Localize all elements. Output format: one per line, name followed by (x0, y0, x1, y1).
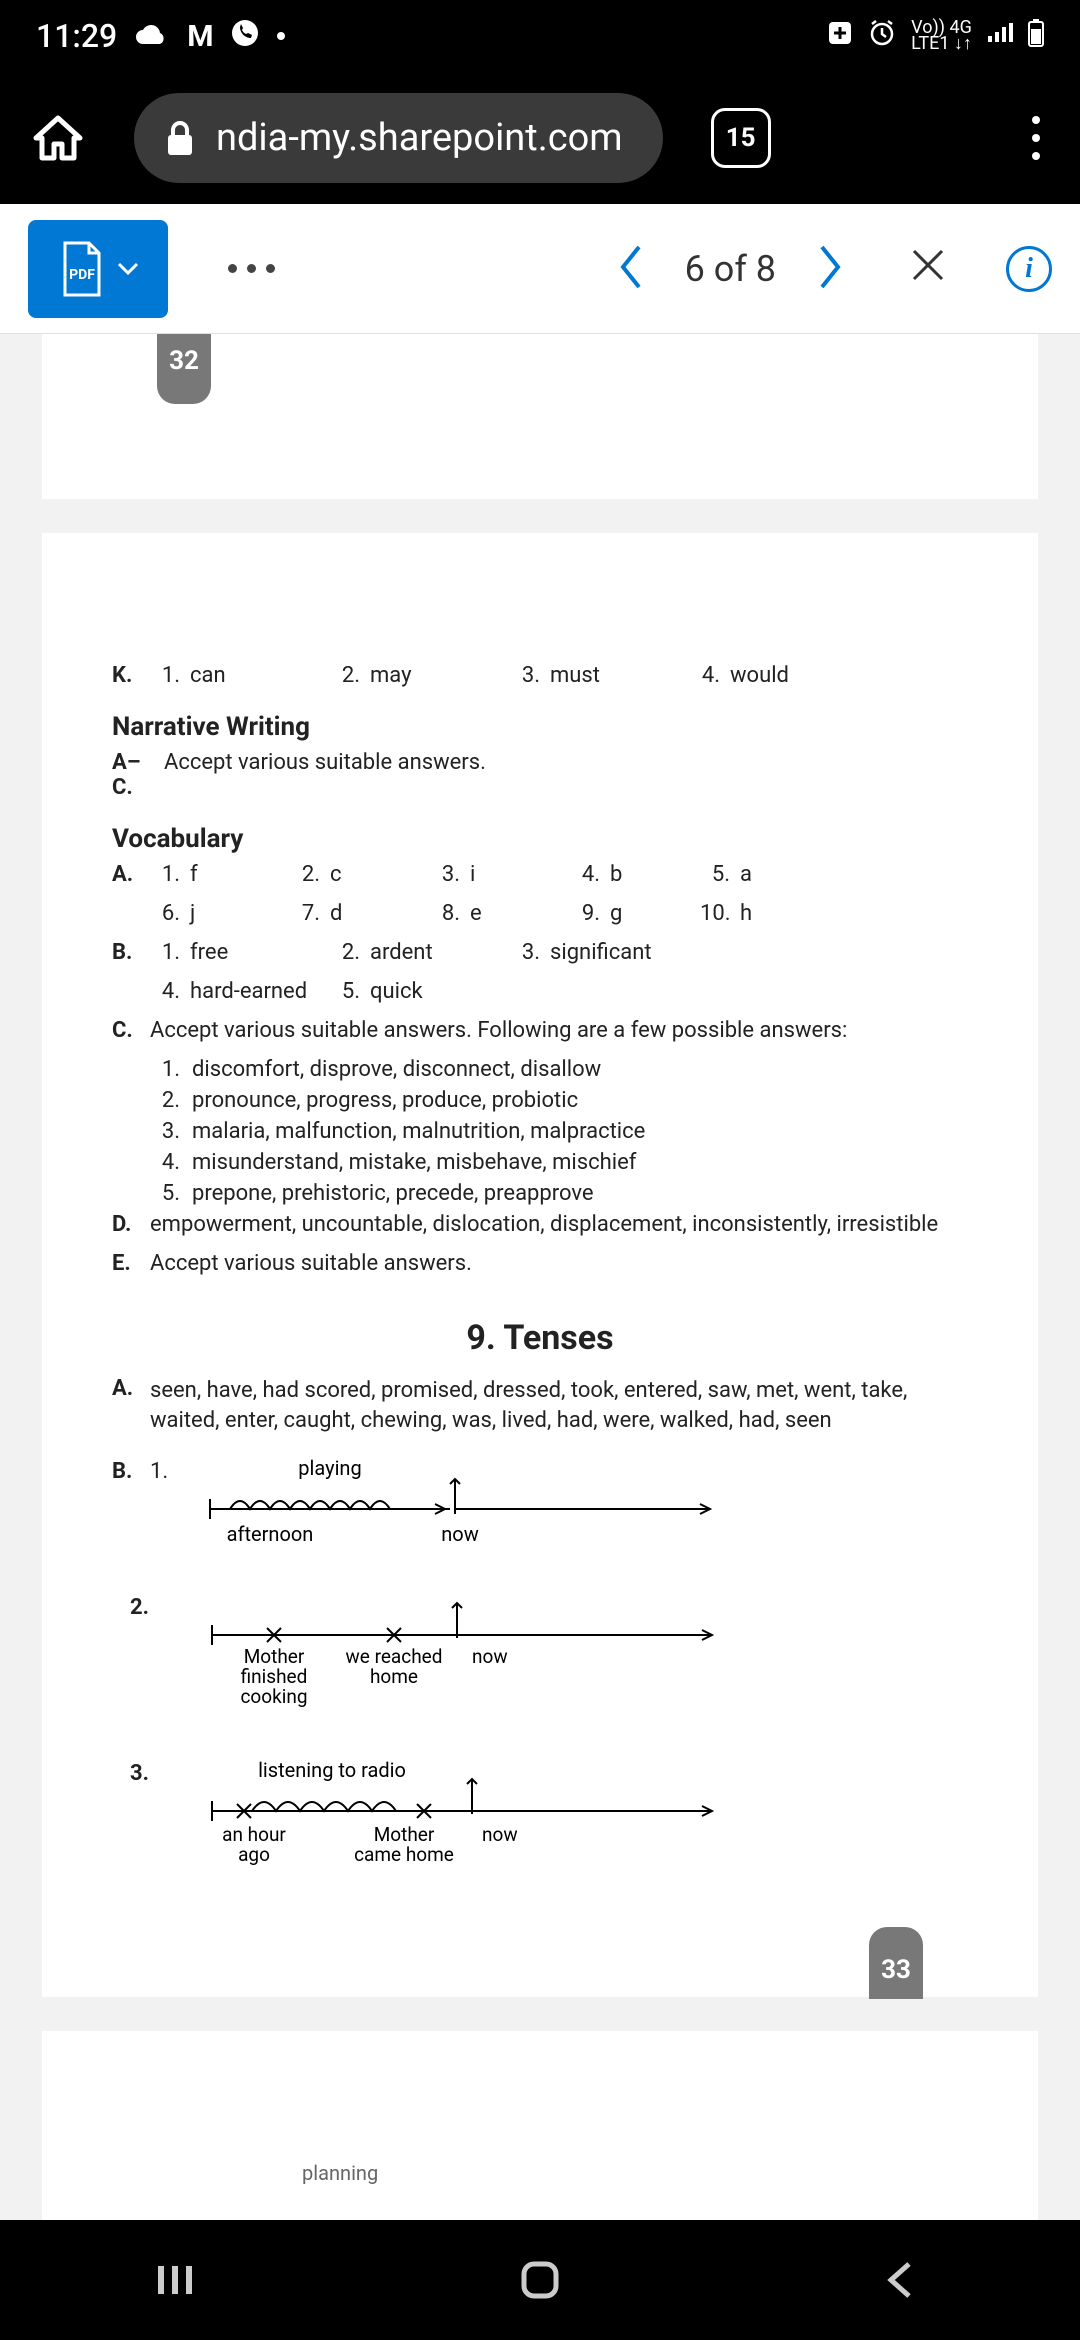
prev-page-button[interactable] (617, 243, 645, 295)
k-item: may (370, 663, 412, 688)
alarm-icon (867, 18, 897, 54)
recents-button[interactable] (120, 2250, 240, 2310)
lock-icon (164, 119, 196, 157)
android-nav-bar (0, 2220, 1080, 2340)
d-text: empowerment, uncountable, dislocation, d… (150, 1212, 938, 1237)
browser-bar: ndia-my.sharepoint.com 15 (0, 72, 1080, 204)
vocab-item: j (190, 901, 195, 926)
k-item: must (550, 663, 600, 688)
section-k-label: K. (112, 663, 150, 688)
tenses-b-label: B. (112, 1459, 150, 1575)
k-item: can (190, 663, 226, 688)
vocab-c-label: C. (112, 1018, 150, 1043)
cloud-icon (135, 20, 169, 53)
c-lead: Accept various suitable answers. Followi… (150, 1018, 847, 1043)
pdf-page: K. 1.can 2.may 3.must 4.would Narrative … (42, 533, 1038, 1997)
b1-num: 1. (150, 1459, 180, 1575)
vocab-a-label: A. (112, 862, 150, 887)
c-item: prepone, prehistoric, precede, preapprov… (192, 1181, 594, 1206)
pdf-toolbar: PDF 6 of 8 i (0, 204, 1080, 334)
battery-icon (1028, 19, 1044, 53)
tenses-a-label: A. (112, 1376, 150, 1445)
svg-text:afternoon: afternoon (227, 1522, 314, 1546)
svg-text:now: now (472, 1645, 508, 1668)
phone-icon (231, 19, 259, 54)
vocab-heading: Vocabulary (112, 824, 968, 854)
next-page-button[interactable] (816, 243, 844, 295)
svg-text:cooking: cooking (240, 1685, 307, 1708)
vocab-item: c (330, 862, 342, 887)
vocab-item: d (330, 901, 342, 926)
home-icon[interactable] (30, 110, 86, 166)
svg-text:home: home (370, 1665, 418, 1688)
c-item: misunderstand, mistake, misbehave, misch… (192, 1150, 636, 1175)
pdf-menu-icon[interactable] (228, 264, 275, 273)
page-number-tab: 32 (157, 334, 211, 404)
narrative-ac-text: Accept various suitable answers. (164, 750, 486, 800)
pdf-viewport[interactable]: 32 K. 1.can 2.may 3.must 4.would Narrati… (0, 334, 1080, 2220)
svg-text:now: now (482, 1823, 518, 1846)
tenses-heading: 9. Tenses (112, 1318, 968, 1358)
vocab-item: g (610, 901, 622, 926)
vocab-b-label: B. (112, 940, 150, 965)
e-label: E. (112, 1251, 150, 1276)
dot-icon (277, 32, 285, 40)
vocab-item: ardent (370, 940, 433, 965)
network-label: Vo)) 4G LTE1 ↓↑ (911, 20, 972, 52)
diagram-b1: playing afternoon now (180, 1459, 740, 1575)
b3-num: 3. (112, 1761, 182, 1897)
page-number-tab-bottom: 33 (869, 1927, 923, 1999)
vocab-item: i (470, 862, 475, 887)
k-item: would (730, 663, 789, 688)
status-time: 11:29 (36, 17, 117, 55)
vocab-item: b (610, 862, 622, 887)
svg-text:ago: ago (238, 1843, 270, 1866)
svg-text:PDF: PDF (69, 267, 95, 283)
page-indicator: 6 of 8 (685, 248, 776, 290)
url-bar[interactable]: ndia-my.sharepoint.com (134, 93, 663, 183)
tenses-a-text: seen, have, had scored, promised, dresse… (150, 1376, 968, 1435)
plus-icon (827, 20, 853, 52)
prev-page-sliver: 32 (42, 334, 1038, 499)
url-text: ndia-my.sharepoint.com (216, 116, 623, 160)
c-item: malaria, malfunction, malnutrition, malp… (192, 1119, 645, 1144)
vocab-item: h (740, 901, 752, 926)
browser-menu-icon[interactable] (1022, 106, 1050, 170)
diagram-b3: listening to radio an hour ago Mother ca… (182, 1761, 742, 1897)
status-bar: 11:29 M Vo)) 4G LTE1 ↓↑ (0, 0, 1080, 72)
svg-text:now: now (441, 1522, 478, 1546)
vocab-item: significant (550, 940, 652, 965)
svg-text:playing: playing (298, 1459, 361, 1480)
vocab-item: free (190, 940, 228, 965)
vocab-item: quick (370, 979, 423, 1004)
e-text: Accept various suitable answers. (150, 1251, 472, 1276)
next-page-text: planning (302, 2161, 378, 2185)
home-button[interactable] (480, 2250, 600, 2310)
tab-count[interactable]: 15 (711, 108, 771, 168)
b2-num: 2. (112, 1595, 182, 1731)
svg-text:came home: came home (354, 1843, 454, 1866)
pdf-badge[interactable]: PDF (28, 220, 168, 318)
vocab-item: e (470, 901, 482, 926)
narrative-heading: Narrative Writing (112, 712, 968, 742)
vocab-item: a (740, 862, 752, 887)
c-item: pronounce, progress, produce, probiotic (192, 1088, 578, 1113)
signal-icon (986, 22, 1014, 50)
svg-text:listening to radio: listening to radio (258, 1761, 406, 1782)
narrative-ac-label: A–C. (112, 750, 150, 800)
d-label: D. (112, 1212, 150, 1237)
diagram-b2: Mother finished cooking we reached home … (182, 1595, 742, 1731)
m-icon: M (187, 19, 213, 54)
vocab-item: f (190, 862, 198, 887)
next-page-sliver: planning (42, 2031, 1038, 2220)
vocab-item: hard-earned (190, 979, 307, 1004)
c-item: discomfort, disprove, disconnect, disall… (192, 1057, 601, 1082)
back-button[interactable] (840, 2250, 960, 2310)
info-button[interactable]: i (1006, 246, 1052, 292)
close-button[interactable] (908, 240, 948, 297)
